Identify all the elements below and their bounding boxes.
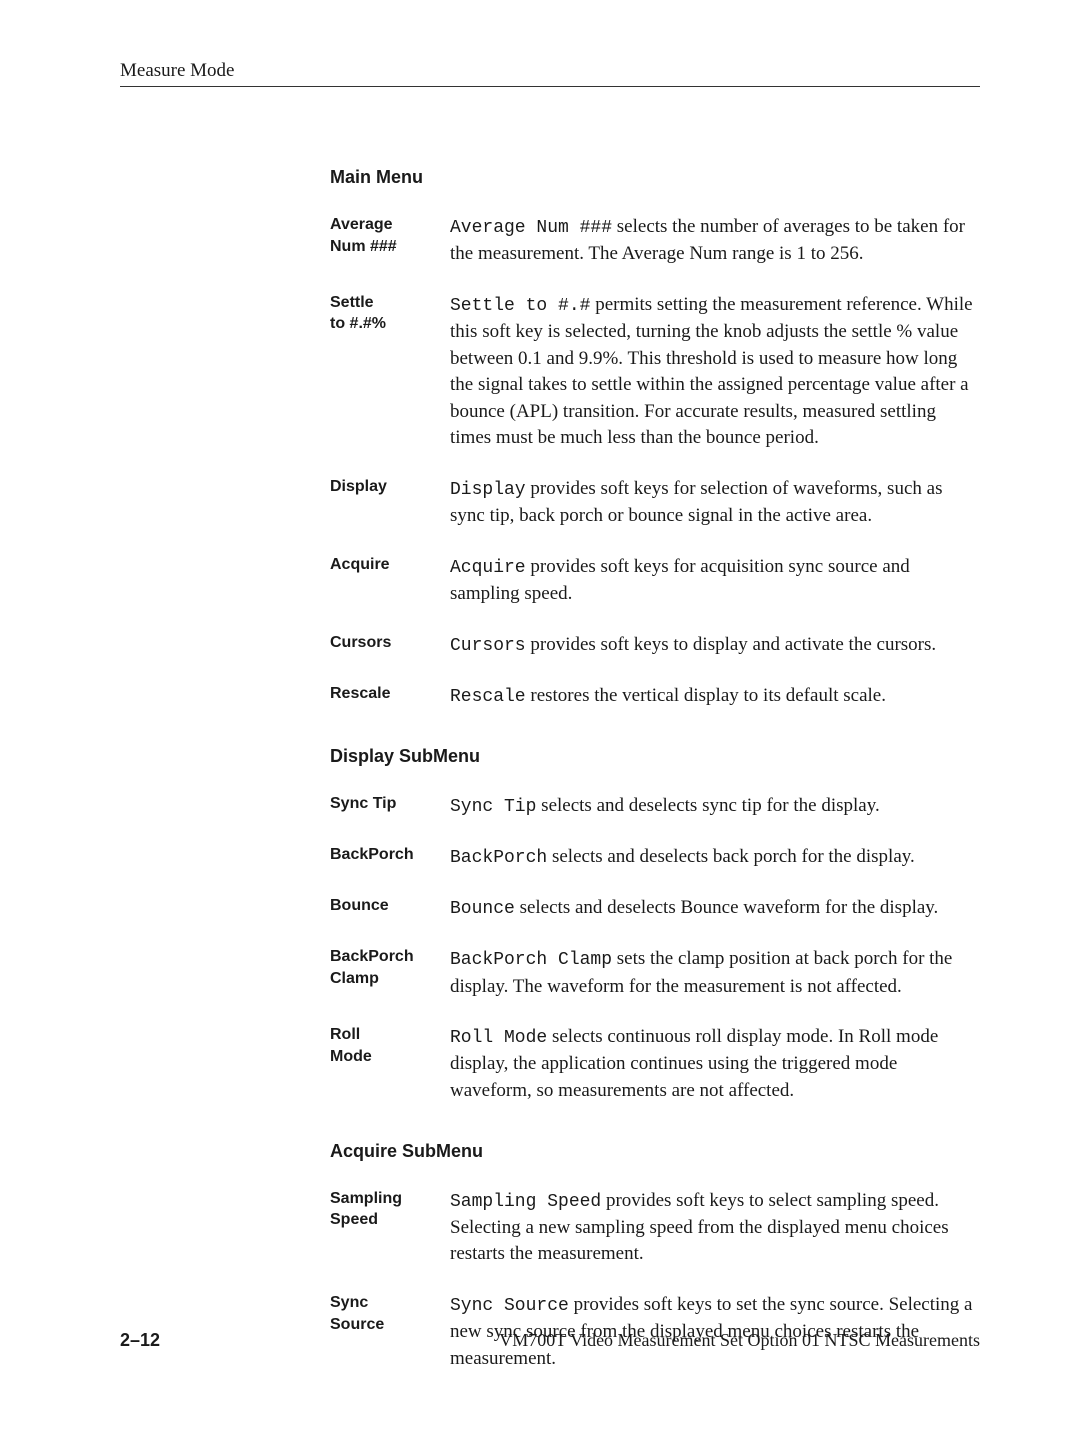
header-title: Measure Mode	[120, 60, 980, 82]
item-desc: Rescale restores the vertical display to…	[450, 683, 980, 710]
item-label: Acquire	[330, 554, 450, 576]
item-label: RollMode	[330, 1024, 450, 1067]
item-label: Bounce	[330, 895, 450, 917]
item-desc: Display provides soft keys for selection…	[450, 476, 980, 530]
menu-item: Settleto #.#% Settle to #.# permits sett…	[330, 292, 980, 452]
item-desc: Average Num ### selects the number of av…	[450, 214, 980, 268]
menu-item: Acquire Acquire provides soft keys for a…	[330, 554, 980, 608]
section-display-submenu: Display SubMenu Sync Tip Sync Tip select…	[330, 746, 980, 1105]
item-label: Settleto #.#%	[330, 292, 450, 335]
section-heading: Acquire SubMenu	[330, 1141, 980, 1162]
menu-item: Rescale Rescale restores the vertical di…	[330, 683, 980, 710]
item-label: Display	[330, 476, 450, 498]
menu-item: Cursors Cursors provides soft keys to di…	[330, 632, 980, 659]
section-main-menu: Main Menu AverageNum ### Average Num ###…	[330, 167, 980, 710]
item-desc: Bounce selects and deselects Bounce wave…	[450, 895, 980, 922]
content-area: Main Menu AverageNum ### Average Num ###…	[120, 167, 980, 1372]
item-desc: BackPorch Clamp sets the clamp position …	[450, 946, 980, 1000]
section-heading: Main Menu	[330, 167, 980, 188]
item-label: SamplingSpeed	[330, 1188, 450, 1231]
menu-item: BackPorch BackPorch selects and deselect…	[330, 844, 980, 871]
page-header: Measure Mode	[120, 60, 980, 87]
item-label: AverageNum ###	[330, 214, 450, 257]
item-label: Rescale	[330, 683, 450, 705]
item-desc: Cursors provides soft keys to display an…	[450, 632, 980, 659]
menu-item: BackPorchClamp BackPorch Clamp sets the …	[330, 946, 980, 1000]
menu-item: Display Display provides soft keys for s…	[330, 476, 980, 530]
item-desc: BackPorch selects and deselects back por…	[450, 844, 980, 871]
item-label: Sync Tip	[330, 793, 450, 815]
page-footer: 2–12 VM700T Video Measurement Set Option…	[120, 1330, 980, 1351]
item-label: BackPorch	[330, 844, 450, 866]
item-label: SyncSource	[330, 1292, 450, 1335]
menu-item: SamplingSpeed Sampling Speed provides so…	[330, 1188, 980, 1268]
page-number: 2–12	[120, 1330, 160, 1351]
menu-item: AverageNum ### Average Num ### selects t…	[330, 214, 980, 268]
menu-item: Sync Tip Sync Tip selects and deselects …	[330, 793, 980, 820]
menu-item: Bounce Bounce selects and deselects Boun…	[330, 895, 980, 922]
item-desc: Sync Tip selects and deselects sync tip …	[450, 793, 980, 820]
item-desc: Acquire provides soft keys for acquisiti…	[450, 554, 980, 608]
item-desc: Settle to #.# permits setting the measur…	[450, 292, 980, 452]
item-label: Cursors	[330, 632, 450, 654]
item-label: BackPorchClamp	[330, 946, 450, 989]
footer-text: VM700T Video Measurement Set Option 01 N…	[499, 1330, 980, 1351]
item-desc: Sampling Speed provides soft keys to sel…	[450, 1188, 980, 1268]
section-heading: Display SubMenu	[330, 746, 980, 767]
menu-item: RollMode Roll Mode selects continuous ro…	[330, 1024, 980, 1104]
item-desc: Roll Mode selects continuous roll displa…	[450, 1024, 980, 1104]
